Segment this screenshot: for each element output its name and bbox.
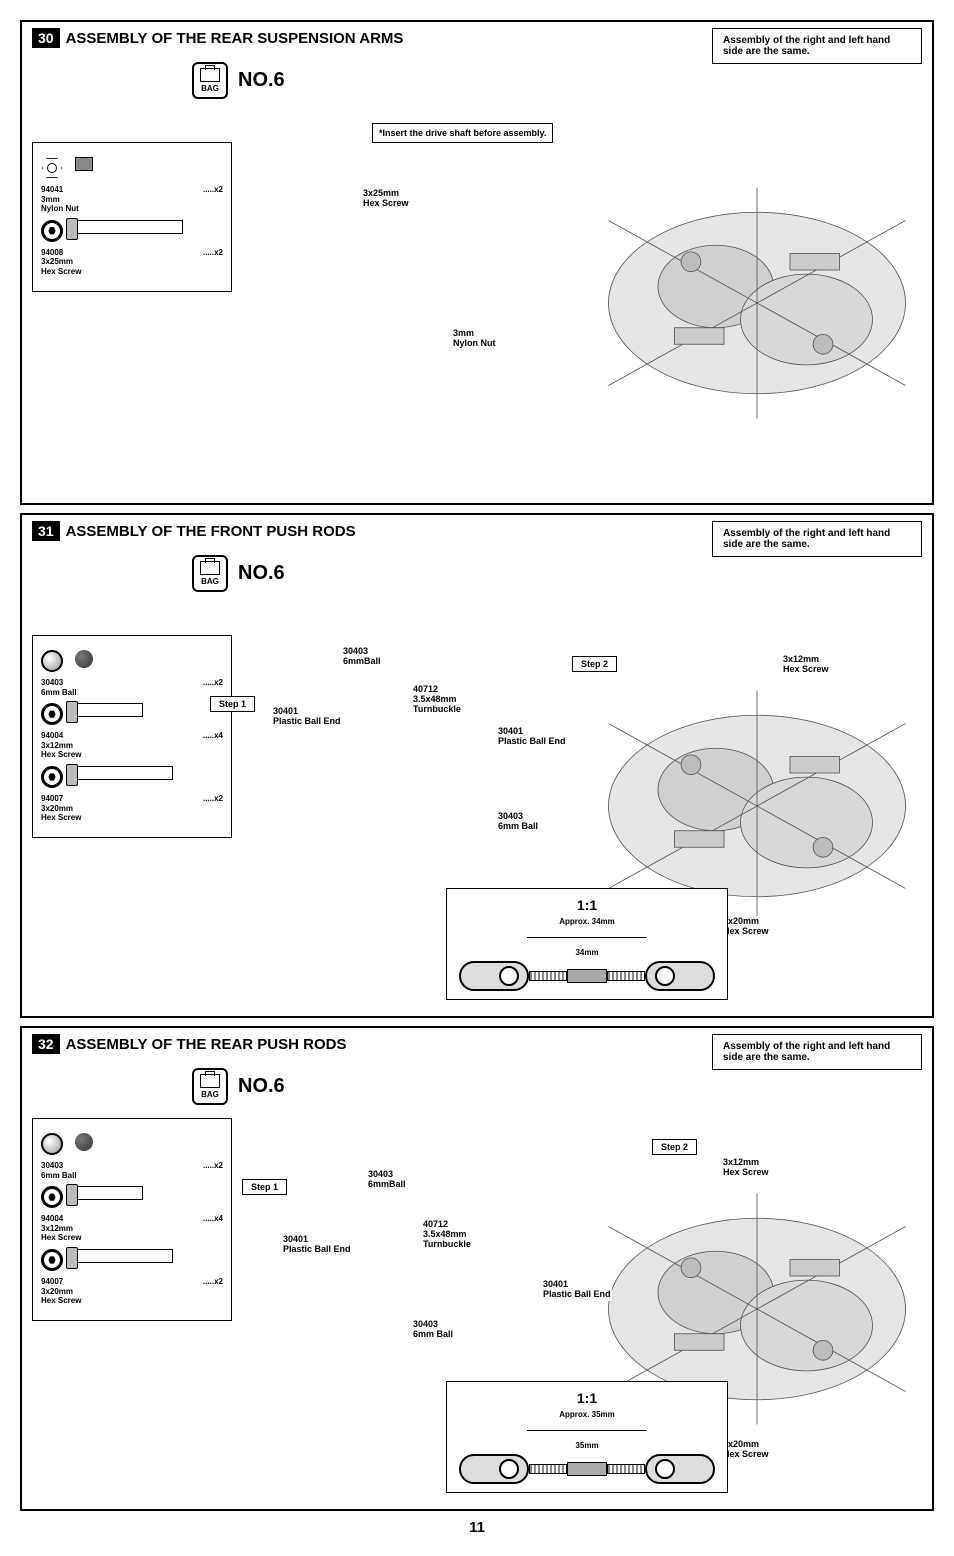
screw-side bbox=[73, 703, 143, 717]
callout-label: 30401Plastic Ball End bbox=[497, 726, 567, 748]
part-qty: .....x4 bbox=[203, 731, 223, 740]
part-row bbox=[41, 1249, 223, 1271]
part-qty: .....x2 bbox=[203, 794, 223, 803]
step-number: 31 bbox=[32, 521, 60, 541]
part-label: 940043x12mmHex Screw bbox=[41, 1214, 81, 1243]
scale-reference: 1:1Approx. 34mm34mm bbox=[446, 888, 728, 1000]
part-label: 304036mm Ball bbox=[41, 678, 77, 697]
scale-reference: 1:1Approx. 35mm35mm bbox=[446, 1381, 728, 1493]
screw-head bbox=[41, 220, 63, 242]
ball-top bbox=[75, 1133, 93, 1151]
step-32: 32 ASSEMBLY OF THE REAR PUSH RODS Assembly… bbox=[20, 1026, 934, 1511]
page-number: 11 bbox=[20, 1519, 934, 1536]
screw-head bbox=[41, 703, 63, 725]
bag-number: NO.6 bbox=[238, 1075, 285, 1098]
callout-label: 30401Plastic Ball End bbox=[282, 1234, 352, 1256]
substep-tag: Step 2 bbox=[572, 656, 617, 672]
screw-side bbox=[73, 220, 183, 234]
nut-top bbox=[75, 157, 93, 171]
step-title: ASSEMBLY OF THE FRONT PUSH RODS bbox=[66, 523, 356, 540]
step-31: 31 ASSEMBLY OF THE FRONT PUSH RODS Assembl… bbox=[20, 513, 934, 1018]
bag-icon: BAG bbox=[192, 1068, 228, 1105]
ball-top bbox=[75, 650, 93, 668]
part-row bbox=[41, 157, 223, 179]
screw-side bbox=[73, 1249, 173, 1263]
screw-head bbox=[41, 1186, 63, 1208]
part-qty: .....x2 bbox=[203, 1161, 223, 1170]
callout-label: 304036mmBall bbox=[342, 646, 382, 668]
symmetry-note: Assembly of the right and left hand side… bbox=[712, 28, 922, 64]
callout-label: 3mmNylon Nut bbox=[452, 328, 497, 350]
part-row bbox=[41, 766, 223, 788]
bag-icon: BAG bbox=[192, 62, 228, 99]
callout-label: 3x12mmHex Screw bbox=[782, 654, 830, 676]
assembly-diagram bbox=[592, 113, 922, 493]
substep-tag: Step 1 bbox=[210, 696, 255, 712]
bag-number: NO.6 bbox=[238, 69, 285, 92]
callout-label: 304036mm Ball bbox=[497, 811, 539, 833]
part-qty: .....x2 bbox=[203, 185, 223, 194]
callout-label: 407123.5x48mmTurnbuckle bbox=[412, 684, 462, 716]
bag-number: NO.6 bbox=[238, 562, 285, 585]
part-label: 940413mmNylon Nut bbox=[41, 185, 79, 214]
step-number: 30 bbox=[32, 28, 60, 48]
callout-label: 304036mmBall bbox=[367, 1169, 407, 1191]
parts-list: 940413mmNylon Nut .....x2 940083x25mmHex S… bbox=[32, 142, 232, 292]
step-30: 30 ASSEMBLY OF THE REAR SUSPENSION ARMS As… bbox=[20, 20, 934, 505]
part-row bbox=[41, 703, 223, 725]
part-row bbox=[41, 650, 223, 672]
step-number: 32 bbox=[32, 1034, 60, 1054]
substep-tag: Step 2 bbox=[652, 1139, 697, 1155]
part-label: 940073x20mmHex Screw bbox=[41, 1277, 81, 1306]
substep-tag: Step 1 bbox=[242, 1179, 287, 1195]
ball-icon bbox=[41, 650, 63, 672]
callout-label: 30401Plastic Ball End bbox=[542, 1279, 612, 1301]
part-qty: .....x2 bbox=[203, 248, 223, 257]
part-qty: .....x2 bbox=[203, 678, 223, 687]
part-qty: .....x4 bbox=[203, 1214, 223, 1223]
screw-head bbox=[41, 766, 63, 788]
parts-list: 304036mm Ball .....x2 940043x12mmHex Screw… bbox=[32, 1118, 232, 1321]
step-title: ASSEMBLY OF THE REAR SUSPENSION ARMS bbox=[66, 30, 404, 47]
callout-label: 304036mm Ball bbox=[412, 1319, 454, 1341]
parts-list: 304036mm Ball .....x2 940043x12mmHex Screw… bbox=[32, 635, 232, 838]
screw-side bbox=[73, 766, 173, 780]
callout-label: 30401Plastic Ball End bbox=[272, 706, 342, 728]
part-qty: .....x2 bbox=[203, 1277, 223, 1286]
part-row bbox=[41, 220, 223, 242]
symmetry-note: Assembly of the right and left hand side… bbox=[712, 521, 922, 557]
callout-label: *Insert the drive shaft before assembly. bbox=[372, 123, 553, 143]
screw-head bbox=[41, 1249, 63, 1271]
nut-hex bbox=[41, 157, 63, 179]
part-label: 940043x12mmHex Screw bbox=[41, 731, 81, 760]
ball-icon bbox=[41, 1133, 63, 1155]
part-row bbox=[41, 1186, 223, 1208]
screw-side bbox=[73, 1186, 143, 1200]
symmetry-note: Assembly of the right and left hand side… bbox=[712, 1034, 922, 1070]
part-label: 304036mm Ball bbox=[41, 1161, 77, 1180]
bag-icon: BAG bbox=[192, 555, 228, 592]
step-title: ASSEMBLY OF THE REAR PUSH RODS bbox=[66, 1036, 347, 1053]
part-label: 940073x20mmHex Screw bbox=[41, 794, 81, 823]
callout-label: 3x12mmHex Screw bbox=[722, 1157, 770, 1179]
part-label: 940083x25mmHex Screw bbox=[41, 248, 81, 277]
callout-label: 3x25mmHex Screw bbox=[362, 188, 410, 210]
part-row bbox=[41, 1133, 223, 1155]
